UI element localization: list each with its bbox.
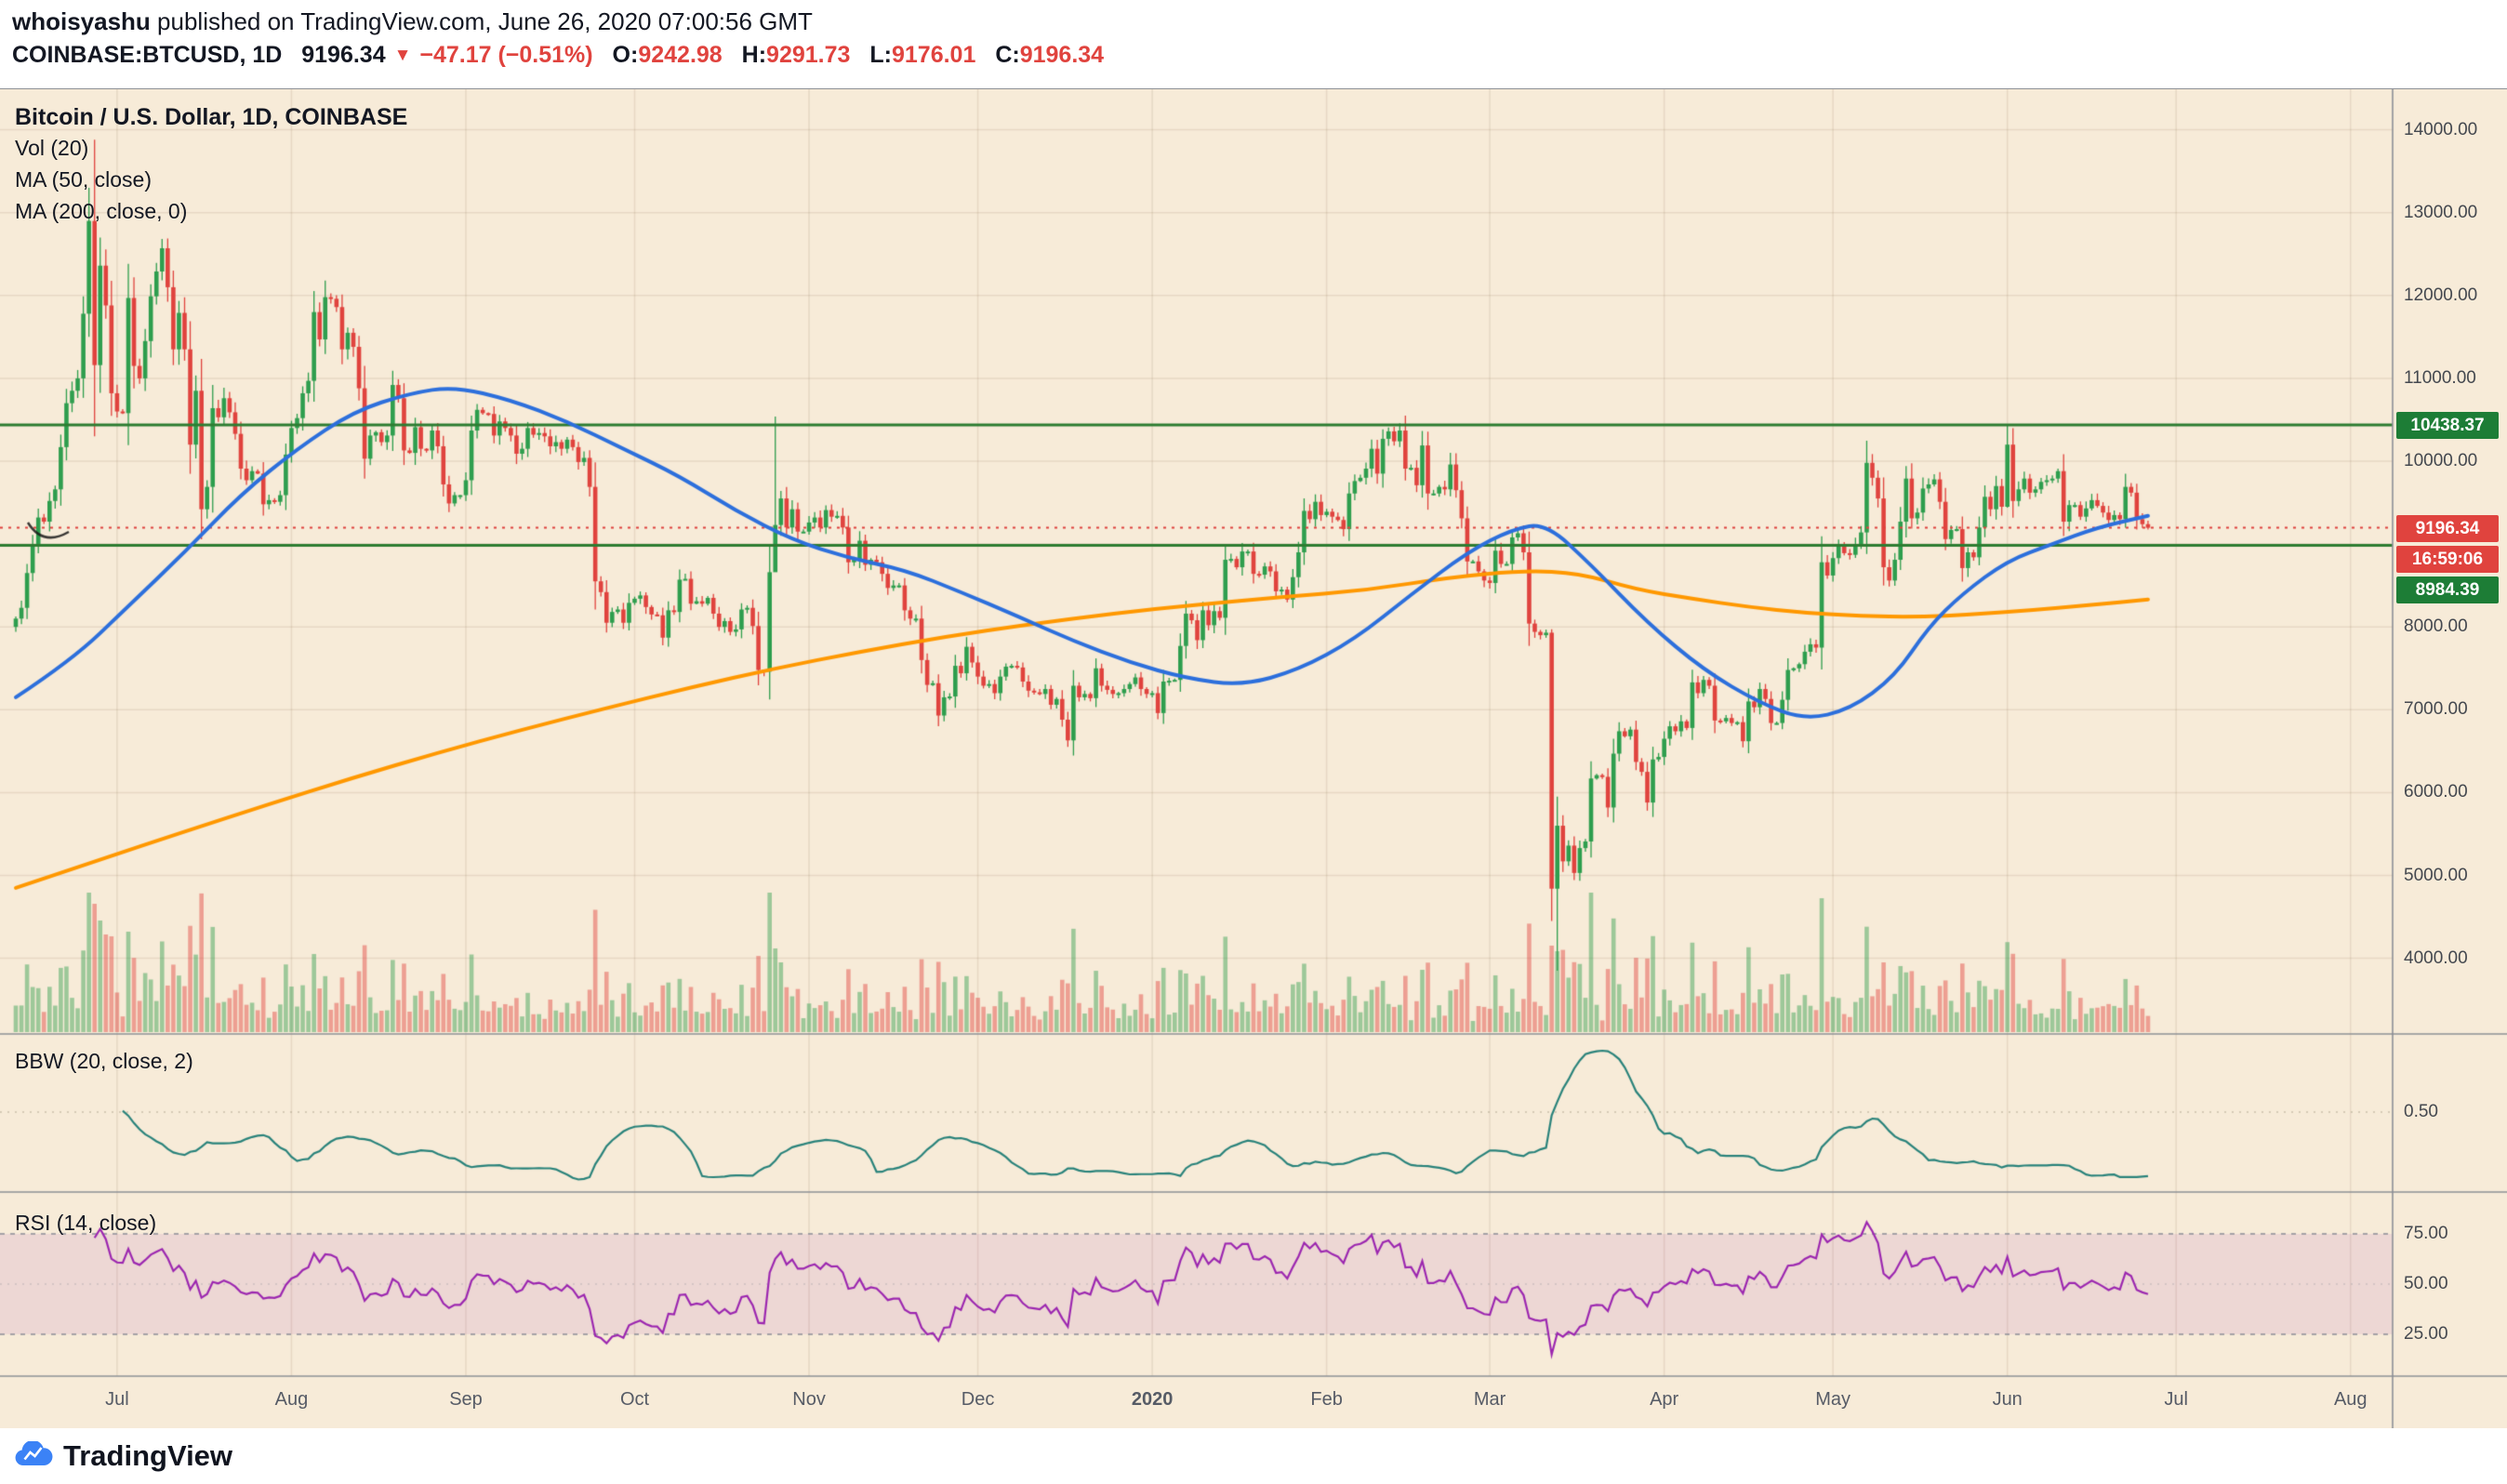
month-label: Apr [1650,1389,1679,1410]
last-price: 9196.34 [301,42,386,68]
published-text: published on TradingView.com, June 26, 2… [150,7,813,35]
price-tick-label: 7000.00 [2404,699,2468,720]
price-tick-label: 12000.00 [2404,285,2478,305]
price-tick-label: 14000.00 [2404,119,2478,139]
legend-ma50[interactable]: MA (50, close) [15,167,152,192]
price-tick-label: 8000.00 [2404,616,2468,637]
price-tick-label: 4000.00 [2404,947,2468,968]
chart-legend: Bitcoin / U.S. Dollar, 1D, COINBASE Vol … [15,102,407,227]
price-tick-label: 6000.00 [2404,782,2468,802]
footer-bar: TradingView [0,1428,2507,1484]
month-label: Jul [2164,1389,2188,1410]
price-tick-label: 5000.00 [2404,865,2468,885]
rsi-tick-label: 75.00 [2404,1224,2448,1243]
bbw-tick-label: 0.50 [2404,1102,2438,1121]
month-label: Aug [274,1389,309,1410]
chart-area[interactable]: Bitcoin / U.S. Dollar, 1D, COINBASE Vol … [0,88,2507,1429]
price-axis-badge: 16:59:06 [2396,545,2499,573]
low-label: L: [869,42,892,68]
legend-ma200[interactable]: MA (200, close, 0) [15,199,188,223]
chart-canvas[interactable] [0,89,2507,1428]
change-direction-icon: ▼ [393,46,412,65]
symbol-ohlc-line: COINBASE:BTCUSD, 1D 9196.34 ▼ −47.17 (−0… [12,42,1104,69]
month-label: Aug [2333,1389,2368,1410]
change-value: −47.17 (−0.51%) [419,42,593,68]
time-axis[interactable] [0,1374,2393,1428]
close-label: C: [995,42,1020,68]
low-value: 9176.01 [891,42,976,68]
month-label: Sep [449,1389,483,1410]
month-label: Nov [792,1389,826,1410]
price-axis[interactable] [2393,89,2507,1374]
price-tick-label: 10000.00 [2404,451,2478,470]
high-label: H: [741,42,767,68]
author-name: whoisyashu [12,7,151,35]
bbw-indicator-label[interactable]: BBW (20, close, 2) [15,1049,193,1073]
month-label: Dec [961,1389,995,1410]
month-label: May [1815,1389,1851,1410]
tradingview-logo-icon[interactable] [13,1439,54,1472]
open-label: O: [612,42,639,68]
symbol-label: COINBASE:BTCUSD, 1D [12,42,283,68]
open-value: 9242.98 [638,42,723,68]
month-label: Jul [105,1389,129,1410]
published-line: whoisyashu published on TradingView.com,… [12,7,813,36]
rsi-tick-label: 50.00 [2404,1274,2448,1293]
price-axis-badge: 8984.39 [2396,576,2499,603]
symbol-title[interactable]: Bitcoin / U.S. Dollar, 1D, COINBASE [15,104,408,130]
close-value: 9196.34 [1019,42,1105,68]
tradingview-logo-text[interactable]: TradingView [63,1439,233,1472]
rsi-indicator-label[interactable]: RSI (14, close) [15,1211,157,1235]
month-label: 2020 [1131,1389,1174,1410]
month-label: Jun [1992,1389,2023,1410]
high-value: 9291.73 [766,42,851,68]
price-axis-badge: 10438.37 [2396,411,2499,439]
price-tick-label: 11000.00 [2404,367,2476,388]
publish-header: whoisyashu published on TradingView.com,… [0,0,2507,88]
month-label: Oct [619,1389,650,1410]
price-tick-label: 13000.00 [2404,202,2478,222]
rsi-tick-label: 25.00 [2404,1324,2448,1344]
month-label: Feb [1310,1389,1343,1410]
price-axis-badge: 9196.34 [2396,514,2499,542]
month-label: Mar [1473,1389,1506,1410]
legend-volume[interactable]: Vol (20) [15,136,89,160]
